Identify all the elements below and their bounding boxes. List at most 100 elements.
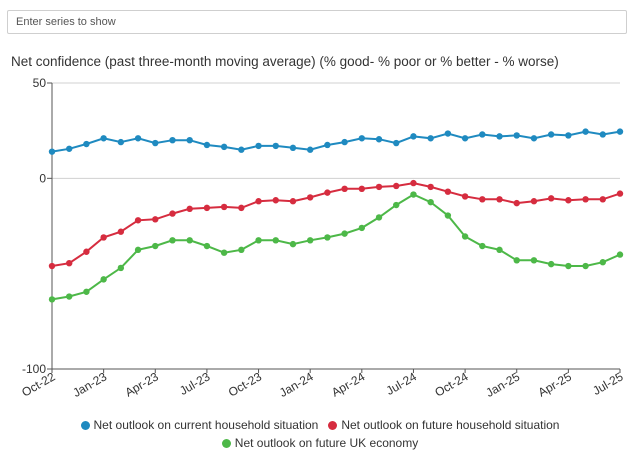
data-point[interactable] bbox=[117, 138, 125, 146]
data-point[interactable] bbox=[565, 197, 572, 204]
data-point[interactable] bbox=[547, 260, 555, 268]
data-point[interactable] bbox=[306, 194, 314, 201]
data-point[interactable] bbox=[616, 251, 624, 258]
data-point[interactable] bbox=[272, 197, 279, 204]
data-point[interactable] bbox=[341, 230, 348, 237]
data-point[interactable] bbox=[272, 142, 279, 150]
data-point[interactable] bbox=[479, 131, 486, 138]
data-point[interactable] bbox=[513, 132, 520, 139]
data-point[interactable] bbox=[427, 198, 434, 206]
data-point[interactable] bbox=[547, 131, 555, 138]
data-point[interactable] bbox=[134, 135, 142, 142]
data-point[interactable] bbox=[306, 146, 314, 153]
data-point[interactable] bbox=[530, 257, 538, 264]
data-point[interactable] bbox=[48, 148, 56, 155]
data-point[interactable] bbox=[496, 246, 503, 254]
data-point[interactable] bbox=[152, 216, 159, 223]
data-point[interactable] bbox=[444, 212, 452, 219]
data-point[interactable] bbox=[169, 210, 176, 217]
data-point[interactable] bbox=[100, 234, 107, 241]
data-point[interactable] bbox=[255, 237, 262, 244]
data-point[interactable] bbox=[203, 204, 211, 212]
data-point[interactable] bbox=[272, 237, 279, 244]
data-point[interactable] bbox=[48, 296, 56, 303]
data-point[interactable] bbox=[461, 135, 469, 142]
data-point[interactable] bbox=[358, 224, 366, 232]
data-point[interactable] bbox=[410, 179, 417, 187]
data-point[interactable] bbox=[341, 185, 348, 193]
data-point[interactable] bbox=[530, 198, 538, 205]
data-point[interactable] bbox=[186, 237, 193, 244]
data-point[interactable] bbox=[289, 240, 297, 248]
data-point[interactable] bbox=[117, 228, 125, 235]
data-point[interactable] bbox=[547, 195, 555, 202]
data-point[interactable] bbox=[255, 142, 262, 150]
data-point[interactable] bbox=[306, 237, 314, 244]
data-point[interactable] bbox=[599, 259, 606, 266]
data-point[interactable] bbox=[134, 217, 142, 224]
data-point[interactable] bbox=[479, 242, 486, 250]
data-point[interactable] bbox=[461, 193, 469, 200]
legend-item[interactable]: Net outlook on current household situati… bbox=[80, 418, 318, 432]
data-point[interactable] bbox=[255, 198, 262, 205]
data-point[interactable] bbox=[100, 135, 107, 142]
data-point[interactable] bbox=[513, 199, 520, 207]
data-point[interactable] bbox=[461, 233, 469, 240]
data-point[interactable] bbox=[341, 138, 348, 146]
data-point[interactable] bbox=[203, 242, 211, 250]
data-point[interactable] bbox=[66, 293, 73, 300]
data-point[interactable] bbox=[289, 198, 297, 205]
data-point[interactable] bbox=[238, 146, 245, 153]
data-point[interactable] bbox=[582, 262, 589, 270]
data-point[interactable] bbox=[565, 132, 572, 139]
data-point[interactable] bbox=[220, 249, 228, 256]
data-point[interactable] bbox=[186, 137, 193, 144]
data-point[interactable] bbox=[599, 131, 606, 138]
legend-item[interactable]: Net outlook on future household situatio… bbox=[328, 418, 559, 432]
data-point[interactable] bbox=[513, 257, 520, 264]
data-point[interactable] bbox=[410, 191, 417, 198]
data-point[interactable] bbox=[152, 139, 159, 147]
data-point[interactable] bbox=[410, 133, 417, 140]
data-point[interactable] bbox=[427, 135, 434, 142]
data-point[interactable] bbox=[358, 185, 366, 193]
data-point[interactable] bbox=[48, 262, 56, 270]
data-point[interactable] bbox=[83, 140, 90, 148]
data-point[interactable] bbox=[220, 143, 228, 151]
data-point[interactable] bbox=[186, 205, 193, 213]
data-point[interactable] bbox=[496, 196, 503, 203]
data-point[interactable] bbox=[375, 136, 383, 143]
data-point[interactable] bbox=[496, 133, 503, 140]
data-point[interactable] bbox=[169, 237, 176, 244]
data-point[interactable] bbox=[66, 259, 73, 267]
data-point[interactable] bbox=[238, 204, 245, 212]
data-point[interactable] bbox=[599, 196, 606, 203]
data-point[interactable] bbox=[582, 196, 589, 203]
data-point[interactable] bbox=[324, 189, 331, 196]
data-point[interactable] bbox=[479, 196, 486, 203]
legend-item[interactable]: Net outlook on future UK economy bbox=[221, 436, 418, 450]
data-point[interactable] bbox=[83, 248, 90, 255]
data-point[interactable] bbox=[152, 242, 159, 250]
data-point[interactable] bbox=[616, 190, 624, 197]
data-point[interactable] bbox=[203, 141, 211, 149]
data-point[interactable] bbox=[375, 214, 383, 221]
data-point[interactable] bbox=[393, 139, 400, 147]
data-point[interactable] bbox=[324, 234, 331, 241]
data-point[interactable] bbox=[100, 276, 107, 283]
data-point[interactable] bbox=[66, 145, 73, 152]
data-point[interactable] bbox=[393, 182, 400, 190]
data-point[interactable] bbox=[582, 128, 589, 135]
data-point[interactable] bbox=[444, 130, 452, 137]
data-point[interactable] bbox=[238, 246, 245, 254]
data-point[interactable] bbox=[220, 203, 228, 211]
data-point[interactable] bbox=[393, 201, 400, 209]
data-point[interactable] bbox=[616, 128, 624, 135]
data-point[interactable] bbox=[358, 135, 366, 142]
data-point[interactable] bbox=[444, 188, 452, 195]
data-point[interactable] bbox=[117, 264, 125, 272]
data-point[interactable] bbox=[375, 183, 383, 191]
data-point[interactable] bbox=[530, 135, 538, 142]
data-point[interactable] bbox=[83, 288, 90, 295]
data-point[interactable] bbox=[169, 137, 176, 144]
